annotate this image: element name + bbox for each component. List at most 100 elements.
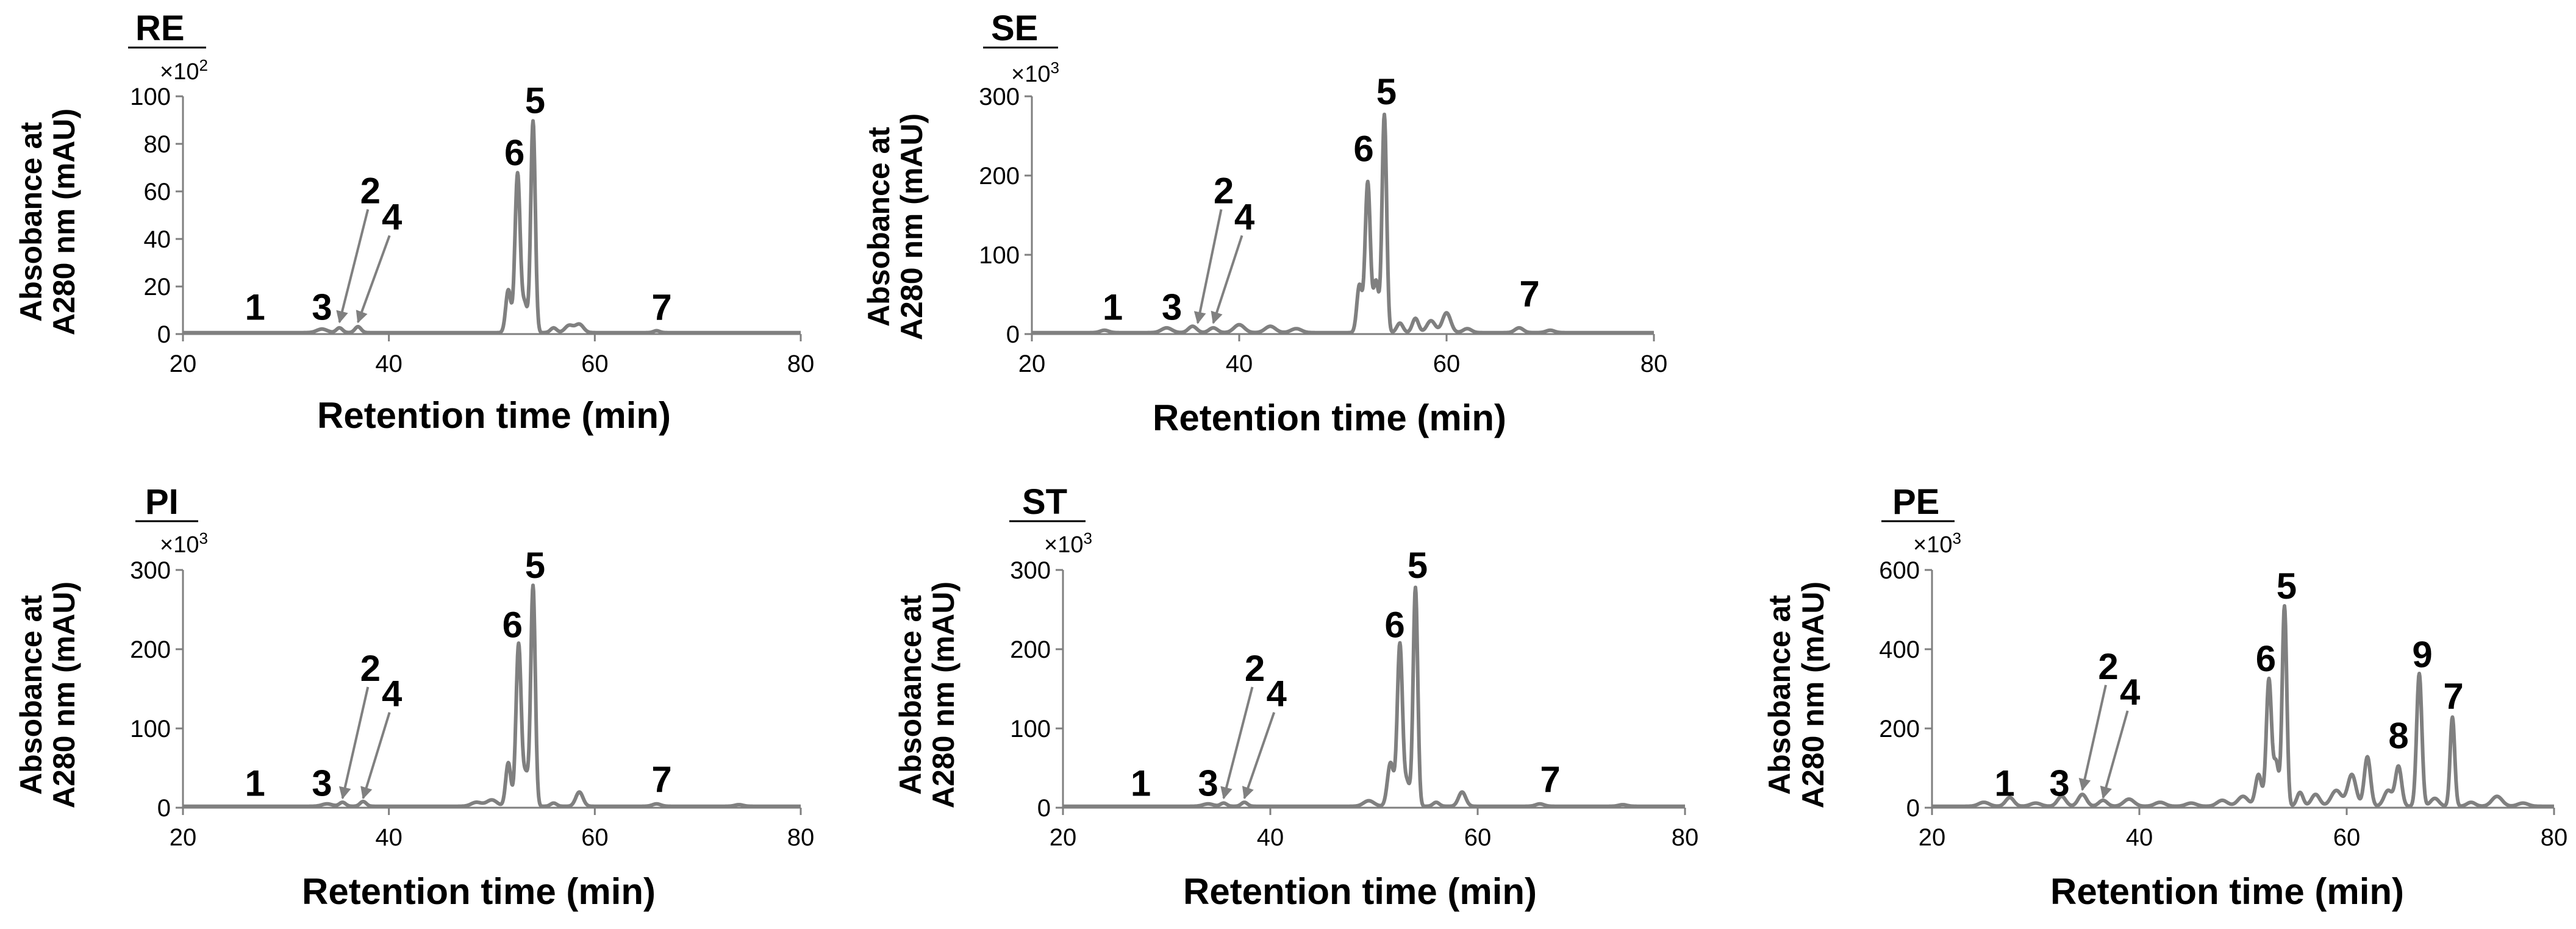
peak-label: 6 xyxy=(2256,638,2276,679)
panel-title: PI xyxy=(145,482,179,522)
x-tick-label: 60 xyxy=(581,351,609,377)
chromatogram-trace xyxy=(181,583,803,808)
y-axis-label-line1: Absobance at xyxy=(893,595,928,795)
x-axis-label: Retention time (min) xyxy=(1153,397,1506,438)
y-axis-label-line1: Absobance at xyxy=(14,122,48,322)
peak-label: 7 xyxy=(1519,274,1539,315)
x-tick-label: 60 xyxy=(581,824,609,851)
x-tick-label: 20 xyxy=(1018,351,1046,377)
y-tick-label: 200 xyxy=(1879,716,1920,742)
y-tick-label: 400 xyxy=(1879,636,1920,663)
peak-label: 4 xyxy=(382,196,402,237)
x-tick-label: 40 xyxy=(1226,351,1253,377)
peak-label: 7 xyxy=(1540,759,1560,800)
x-tick-label: 40 xyxy=(2126,824,2153,851)
peak-label: 5 xyxy=(2277,566,2297,607)
x-axis-label: Retention time (min) xyxy=(317,395,671,436)
axis-multiplier: ×103 xyxy=(1011,59,1059,87)
axis-multiplier: ×103 xyxy=(160,529,208,558)
y-axis-label-line2: A280 nm (mAU) xyxy=(1796,582,1830,808)
peak-label: 3 xyxy=(1162,287,1182,328)
x-tick-label: 80 xyxy=(1640,351,1668,377)
x-axis-label: Retention time (min) xyxy=(1183,871,1537,912)
peak-label: 3 xyxy=(312,287,332,328)
y-tick-label: 20 xyxy=(144,274,171,301)
peak-label: 3 xyxy=(2049,763,2069,804)
x-tick-label: 60 xyxy=(2333,824,2361,851)
y-tick-label: 600 xyxy=(1879,557,1920,584)
chromatogram-trace xyxy=(1061,585,1687,808)
peak-label: 6 xyxy=(504,132,524,173)
peak-label: 1 xyxy=(245,763,265,804)
peak-arrow xyxy=(2100,710,2129,799)
peak-label: 1 xyxy=(1131,763,1151,804)
x-tick-label: 80 xyxy=(1672,824,1699,851)
peak-label: 5 xyxy=(525,80,545,121)
peak-label: 2 xyxy=(360,648,381,689)
y-tick-label: 80 xyxy=(144,131,171,158)
chromatogram-trace xyxy=(1930,604,2556,808)
y-tick-label: 300 xyxy=(1010,557,1051,584)
peak-label: 5 xyxy=(1408,545,1428,586)
x-tick-label: 60 xyxy=(1433,351,1461,377)
peak-arrow xyxy=(360,712,391,800)
peak-label: 5 xyxy=(1376,71,1397,112)
y-axis-label-line2: A280 nm (mAU) xyxy=(47,582,81,808)
x-tick-label: 80 xyxy=(787,824,815,851)
panel-title: ST xyxy=(1022,482,1067,522)
panel-title: SE xyxy=(991,9,1038,48)
plot-area: 0 200 400 600 20 40 60 80 1 3 24 65 8 97 xyxy=(1879,557,2567,851)
x-tick-label: 20 xyxy=(1919,824,1946,851)
x-tick-label: 40 xyxy=(375,351,402,377)
peak-label: 9 xyxy=(2412,634,2432,675)
peak-arrow xyxy=(2078,685,2107,791)
y-tick-label: 300 xyxy=(130,557,171,584)
panel-ST: ST ×103 Absobance at A280 nm (mAU) Reten… xyxy=(893,482,1698,912)
y-tick-label: 40 xyxy=(144,226,171,253)
peak-label: 8 xyxy=(2388,716,2408,756)
y-tick-label: 200 xyxy=(979,163,1020,190)
panel-SE: SE ×103 Absobance at A280 nm (mAU) Reten… xyxy=(862,9,1667,438)
peak-arrow xyxy=(1211,235,1243,324)
y-axis-label-line2: A280 nm (mAU) xyxy=(47,109,81,335)
y-axis-label-line2: A280 nm (mAU) xyxy=(926,582,961,808)
y-tick-label: 100 xyxy=(130,84,171,110)
peak-label: 4 xyxy=(1234,196,1255,237)
panel-title: PE xyxy=(1892,482,1939,522)
peak-label: 1 xyxy=(1103,287,1123,328)
y-tick-label: 200 xyxy=(1010,636,1051,663)
peak-label: 2 xyxy=(1214,171,1234,212)
x-tick-label: 80 xyxy=(787,351,815,377)
peak-label: 6 xyxy=(1384,605,1404,646)
y-axis-label-line1: Absobance at xyxy=(14,595,48,795)
x-tick-label: 40 xyxy=(375,824,402,851)
y-tick-label: 0 xyxy=(157,795,171,822)
axis-multiplier: ×102 xyxy=(160,56,208,85)
y-tick-label: 0 xyxy=(1037,795,1051,822)
peak-label: 6 xyxy=(1353,129,1373,169)
y-tick-label: 100 xyxy=(130,716,171,742)
peak-arrow xyxy=(336,209,370,324)
y-tick-label: 0 xyxy=(1006,321,1020,348)
y-tick-label: 100 xyxy=(979,242,1020,269)
peak-label: 1 xyxy=(1994,763,2014,804)
peak-arrow xyxy=(356,235,391,324)
panel-title: RE xyxy=(135,9,185,48)
peak-label: 4 xyxy=(1267,674,1287,714)
chromatogram-trace xyxy=(181,119,803,335)
x-tick-label: 60 xyxy=(1464,824,1492,851)
peak-label: 4 xyxy=(2120,672,2141,713)
y-axis-label-line1: Absobance at xyxy=(1762,595,1797,795)
peak-arrow xyxy=(1193,209,1223,324)
x-tick-label: 80 xyxy=(2541,824,2568,851)
y-axis-label-line2: A280 nm (mAU) xyxy=(895,113,929,340)
axis-multiplier: ×103 xyxy=(1913,529,1961,558)
y-tick-label: 60 xyxy=(144,179,171,205)
x-tick-label: 40 xyxy=(1257,824,1284,851)
y-axis-label-line1: Absobance at xyxy=(862,127,896,327)
peak-label: 3 xyxy=(312,763,332,804)
